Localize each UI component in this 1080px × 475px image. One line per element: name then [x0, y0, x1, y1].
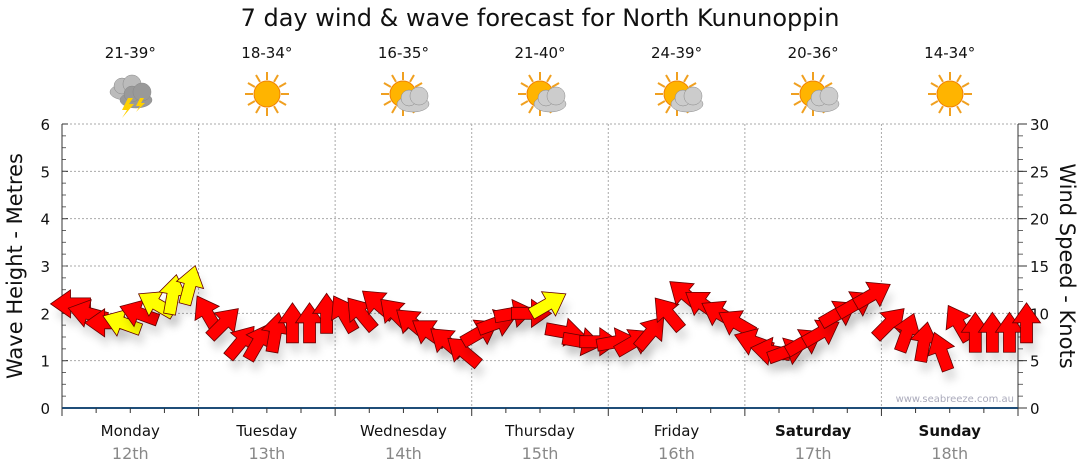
left-tick-label: 6 [40, 116, 50, 134]
right-tick-label: 20 [1030, 211, 1049, 229]
arrow-shadow [805, 330, 843, 358]
wind-arrow [447, 337, 483, 370]
left-axis-title: Wave Height - Metres [3, 153, 27, 379]
left-tick-label: 2 [40, 305, 50, 323]
day-date-label: 18th [931, 444, 968, 463]
day-date-label: 13th [248, 444, 285, 463]
sun-cloud-icon [510, 68, 570, 118]
left-tick-label: 1 [40, 353, 50, 371]
day-name-label: Sunday [919, 422, 982, 440]
sun-cloud-icon [647, 68, 707, 118]
wind-arrow [977, 311, 1008, 353]
day-date-label: 15th [522, 444, 559, 463]
day-temperature: 20-36° [787, 44, 839, 62]
wind-arrow [927, 331, 956, 373]
day-temperature: 21-40° [514, 44, 566, 62]
right-tick-label: 0 [1030, 400, 1040, 418]
right-tick-label: 5 [1030, 353, 1040, 371]
day-name-label: Wednesday [360, 422, 447, 440]
day-date-label: 16th [658, 444, 695, 463]
right-tick-label: 30 [1030, 116, 1049, 134]
arrow-shadow [532, 301, 570, 330]
day-name-label: Saturday [775, 422, 852, 440]
wind-arrow [277, 302, 308, 344]
sun-cloud-icon [783, 68, 843, 118]
left-tick-label: 5 [40, 163, 50, 181]
left-tick-label: 0 [40, 400, 50, 418]
day-date-label: 14th [385, 444, 422, 463]
day-name-label: Thursday [504, 422, 575, 440]
wind-arrow [347, 297, 379, 334]
day-name-label: Monday [101, 422, 160, 440]
sun-icon [237, 68, 297, 118]
day-date-label: 12th [112, 444, 149, 463]
wind-arrow [654, 297, 687, 334]
day-temperature: 14-34° [924, 44, 976, 62]
wind-arrow [158, 274, 188, 316]
day-temperature: 24-39° [651, 44, 703, 62]
thunderstorm-icon [100, 68, 160, 118]
day-name-label: Tuesday [235, 422, 297, 440]
right-tick-label: 25 [1030, 163, 1049, 181]
wind-arrow [960, 311, 991, 353]
day-date-label: 17th [795, 444, 832, 463]
sun-cloud-icon [373, 68, 433, 118]
wind-arrow [871, 308, 905, 342]
wind-arrow [893, 312, 921, 354]
left-tick-label: 4 [40, 211, 50, 229]
day-temperature: 18-34° [241, 44, 293, 62]
right-tick-label: 15 [1030, 258, 1049, 276]
watermark: www.seabreeze.com.au [896, 394, 1014, 405]
chart-title: 7 day wind & wave forecast for North Kun… [240, 4, 840, 32]
wind-arrow [852, 281, 891, 311]
wind-arrow [909, 321, 939, 363]
wind-arrow [205, 308, 239, 342]
day-temperature: 16-35° [377, 44, 429, 62]
day-temperature: 21-39° [104, 44, 156, 62]
sun-icon [920, 68, 980, 118]
wind-arrow [527, 291, 567, 320]
wind-arrows [49, 264, 1045, 383]
right-axis-title: Wind Speed - Knots [1055, 163, 1079, 368]
left-tick-label: 3 [40, 258, 50, 276]
wind-arrow [1011, 302, 1042, 344]
day-name-label: Friday [654, 422, 700, 440]
wind-arrow [175, 264, 205, 307]
